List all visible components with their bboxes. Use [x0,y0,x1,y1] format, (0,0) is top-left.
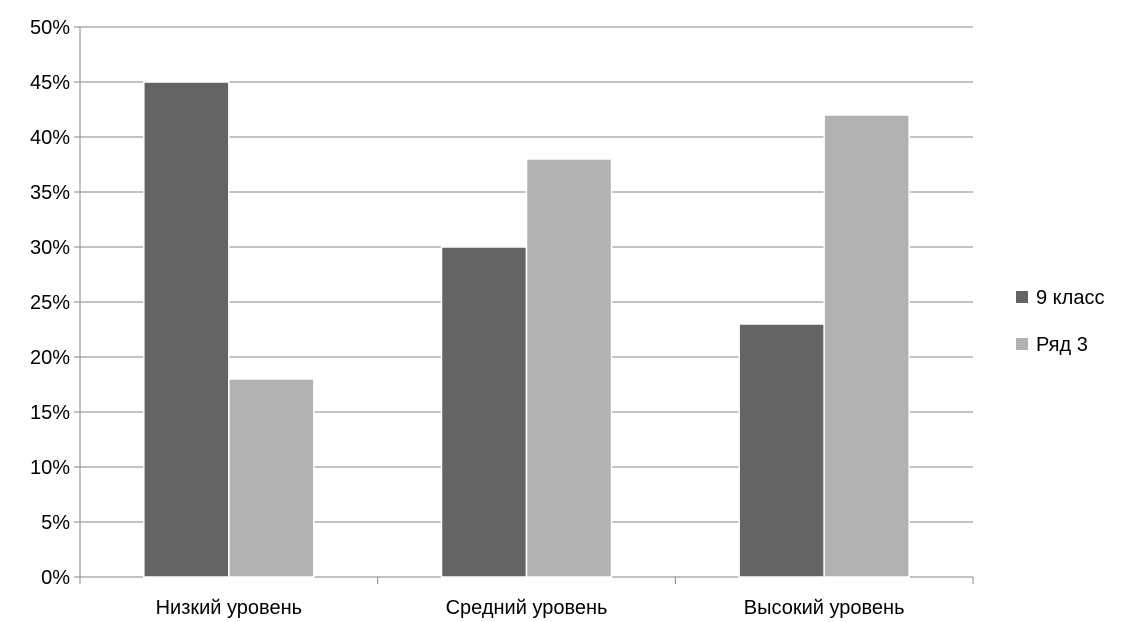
legend-label: Ряд 3 [1036,334,1088,356]
bar [738,323,825,578]
bar [228,378,315,578]
y-tick-label: 10% [30,457,70,479]
y-tick-label: 35% [30,182,70,204]
bar [440,246,528,578]
x-category-label: Низкий уровень [156,597,302,619]
y-tick-label: 0% [41,567,70,589]
legend: 9 класс Ряд 3 [1016,287,1104,356]
y-tick-label: 45% [30,72,70,94]
y-tick-label: 40% [30,127,70,149]
bar [823,114,910,578]
bar [525,158,613,578]
x-axis: Низкий уровень Средний уровень Высокий уро… [79,576,974,619]
y-tick-label: 50% [30,17,70,39]
y-tick-label: 5% [41,512,70,534]
y-tick-label: 25% [30,292,70,314]
legend-swatch [1016,338,1028,350]
x-category-label: Высокий уровень [744,597,905,619]
x-category-label: Средний уровень [446,597,608,619]
y-axis: 0% 5% 10% 15% 20% 25% 30% 35% 40% 45% 50% [30,17,81,589]
y-tick-label: 30% [30,237,70,259]
legend-swatch [1016,291,1028,303]
legend-label: 9 класс [1036,287,1104,309]
y-tick-label: 20% [30,347,70,369]
bar [143,81,230,578]
bars [143,81,910,578]
y-tick-label: 15% [30,402,70,424]
